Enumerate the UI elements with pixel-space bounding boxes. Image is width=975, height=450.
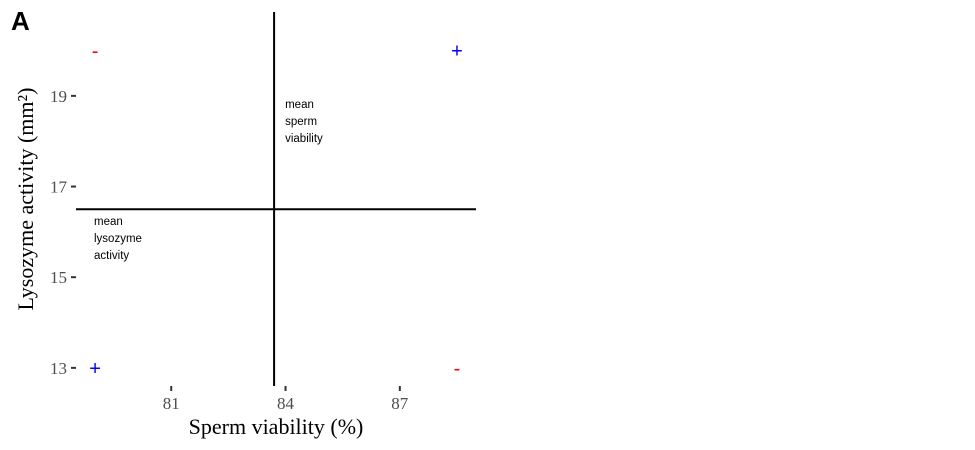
x-tick-label: 87 bbox=[391, 394, 409, 413]
y-tick-label: 17 bbox=[50, 178, 68, 197]
horizontal-line-label: lysozyme bbox=[94, 233, 142, 245]
minus-sign-mark: - bbox=[454, 358, 461, 380]
y-tick-label: 15 bbox=[50, 268, 67, 287]
horizontal-line-label: activity bbox=[94, 250, 129, 262]
panel-label: A bbox=[11, 6, 30, 36]
vertical-line-label: mean bbox=[285, 99, 314, 111]
vertical-line-label: viability bbox=[285, 133, 323, 145]
x-tick-label: 84 bbox=[277, 394, 295, 413]
y-tick-label: 13 bbox=[50, 359, 67, 378]
x-axis-title: Sperm viability (%) bbox=[189, 414, 364, 439]
y-axis-title: Lysozyme activity (mm²) bbox=[13, 88, 38, 311]
x-tick-label: 81 bbox=[163, 394, 180, 413]
y-tick-label: 19 bbox=[50, 87, 67, 106]
horizontal-line-label: mean bbox=[94, 216, 123, 228]
plus-sign-mark: + bbox=[89, 358, 101, 380]
vertical-line-label: sperm bbox=[285, 116, 317, 128]
minus-sign-mark: - bbox=[92, 41, 99, 63]
plus-sign-mark: + bbox=[451, 41, 463, 63]
